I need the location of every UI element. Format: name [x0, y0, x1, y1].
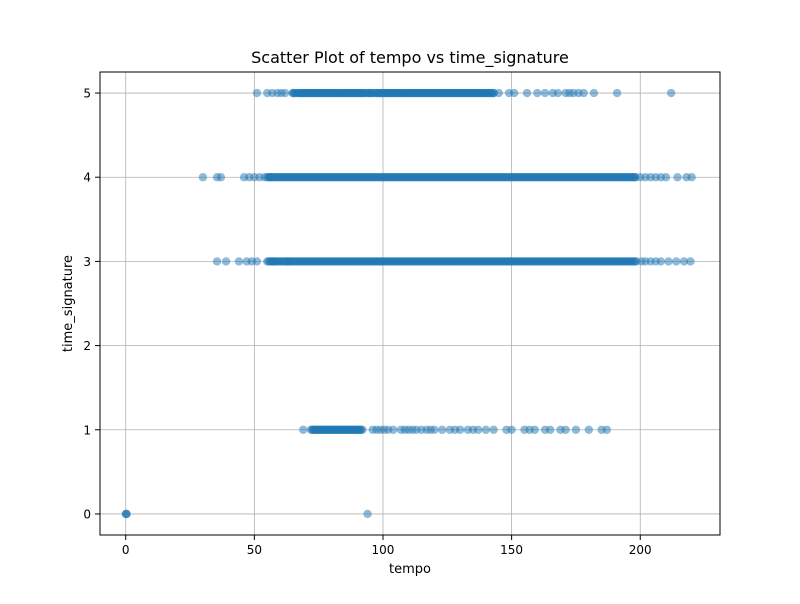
y-tick-label: 2 [83, 339, 91, 353]
data-layer [121, 88, 696, 519]
x-tick-label: 150 [500, 543, 523, 557]
x-tick-label: 0 [122, 543, 130, 557]
data-point [540, 88, 550, 98]
data-point [522, 88, 532, 98]
data-point [687, 173, 696, 182]
data-point [212, 257, 222, 266]
data-point [666, 88, 676, 98]
data-point [489, 425, 498, 434]
data-point [473, 425, 483, 434]
data-point [546, 425, 555, 434]
data-point [437, 425, 447, 434]
data-point [265, 173, 274, 182]
data-point [288, 88, 298, 98]
x-axis-label: tempo [389, 562, 431, 577]
data-point [602, 425, 612, 434]
data-point [679, 257, 689, 266]
data-point [281, 88, 290, 98]
data-point [661, 173, 671, 182]
data-point [363, 509, 372, 519]
y-tick-label: 0 [83, 507, 91, 521]
data-point [389, 425, 398, 434]
chart-title: Scatter Plot of tempo vs time_signature [251, 48, 569, 68]
data-point [268, 257, 277, 266]
y-tick-label: 1 [83, 423, 91, 437]
data-point [283, 257, 293, 266]
data-point [686, 257, 695, 266]
data-point [664, 257, 673, 266]
data-point [579, 88, 588, 98]
x-tick-label: 200 [629, 543, 652, 557]
data-point [122, 509, 131, 519]
data-point [673, 173, 682, 182]
data-point [455, 425, 465, 434]
data-point [252, 257, 262, 266]
data-point [299, 425, 308, 434]
data-point [216, 173, 226, 182]
data-point [234, 257, 244, 266]
data-point [530, 425, 539, 434]
data-point [612, 88, 622, 98]
data-point [507, 425, 516, 434]
data-point [533, 88, 542, 98]
data-point [656, 257, 666, 266]
plot-frame [99, 71, 721, 536]
data-point [589, 88, 599, 98]
data-point [365, 88, 375, 98]
data-point [561, 425, 570, 434]
data-point [358, 88, 367, 98]
data-point [494, 88, 503, 98]
y-tick-label: 3 [83, 255, 91, 269]
data-point [221, 257, 231, 266]
data-point [252, 88, 262, 98]
data-point [198, 173, 208, 182]
data-point [584, 425, 593, 434]
data-point [509, 88, 519, 98]
data-point [571, 425, 581, 434]
y-tick-label: 4 [83, 171, 91, 185]
x-tick-label: 100 [372, 543, 395, 557]
y-axis-label: time_signature [61, 255, 76, 352]
tick-layer: 0 50 100 150 200 0 1 2 3 4 5 [83, 87, 651, 557]
data-point [355, 425, 365, 434]
x-tick-label: 50 [247, 543, 262, 557]
data-point [481, 425, 491, 434]
data-point [553, 88, 563, 98]
y-tick-label: 5 [83, 87, 91, 101]
data-point [430, 425, 439, 434]
data-point [672, 257, 681, 266]
